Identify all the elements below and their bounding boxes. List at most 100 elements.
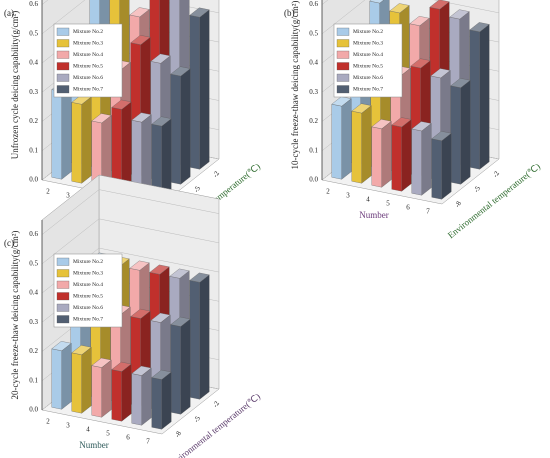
bar-front	[371, 126, 382, 188]
legend-label: Mixture No.2	[353, 29, 383, 35]
bar-top	[111, 99, 132, 110]
bar-top	[431, 131, 452, 141]
bar-side	[421, 123, 432, 196]
bar-top	[91, 357, 112, 368]
legend-swatch	[56, 39, 70, 48]
x-tick-label: 3	[66, 422, 70, 430]
legend-swatch	[56, 315, 70, 324]
legend-swatch	[336, 39, 350, 48]
bar-top	[151, 116, 172, 127]
bar	[469, 22, 490, 170]
bar	[71, 94, 92, 184]
z-tick-label: 0.1	[309, 146, 318, 154]
legend-swatch	[56, 303, 70, 312]
bar-side	[441, 132, 452, 200]
x-axis-label: Number	[79, 440, 109, 450]
bar-top	[91, 113, 112, 124]
z-tick-label: 0.0	[29, 406, 38, 414]
bar	[411, 121, 432, 196]
bar-top	[351, 103, 372, 114]
z-tick-label: 0.2	[309, 117, 318, 125]
panel-label: (b)	[284, 8, 295, 18]
y-tick-label: -2	[211, 399, 221, 408]
bar-side	[199, 274, 210, 400]
bar	[131, 112, 152, 196]
z-tick-label: 0.5	[29, 259, 38, 267]
bar-top	[169, 268, 190, 279]
bar	[151, 369, 172, 430]
y-tick-label: -8	[453, 199, 463, 208]
grid-line	[41, 189, 220, 235]
bar-top	[129, 7, 150, 18]
z-tick-label: 0.1	[29, 146, 38, 154]
bar-top	[410, 58, 431, 69]
legend-swatch	[336, 27, 350, 36]
x-tick-label: 2	[326, 188, 330, 196]
bar-top	[151, 369, 172, 380]
legend-swatch	[336, 73, 350, 82]
bar	[170, 316, 191, 415]
y-tick-label: -5	[472, 184, 482, 193]
x-tick-label: 5	[106, 430, 110, 438]
x-tick-label: 7	[146, 438, 150, 446]
bar-top	[389, 3, 410, 14]
z-tick-label: 0.4	[29, 289, 38, 297]
bar	[131, 365, 152, 426]
bar	[111, 361, 132, 422]
bar	[91, 113, 112, 188]
z-tick-label: 0.6	[29, 230, 38, 238]
bar	[351, 103, 372, 184]
bar-top	[469, 22, 490, 33]
bar-side	[401, 119, 412, 192]
bar-front	[71, 102, 82, 184]
y-tick-label: -5	[192, 414, 202, 423]
z-tick-label: 0.0	[29, 176, 38, 184]
bar	[170, 66, 191, 185]
legend-swatch	[56, 27, 70, 36]
x-tick-label: 7	[426, 208, 430, 216]
bar-side	[199, 9, 210, 170]
z-axis-label: 20-cycle freeze-thaw deicing capability(…	[10, 231, 20, 400]
z-tick-label: 0.6	[29, 0, 38, 8]
bar-top	[170, 66, 191, 77]
panel-label: (a)	[4, 8, 14, 18]
bar-top	[369, 0, 384, 4]
bar-top	[189, 7, 210, 18]
x-tick-label: 2	[46, 188, 50, 196]
legend-label: Mixture No.2	[73, 29, 103, 35]
legend-swatch	[56, 280, 70, 289]
bar-top	[411, 121, 432, 132]
bar-side	[460, 79, 471, 185]
bar-front	[151, 377, 162, 430]
x-tick-label: 2	[46, 418, 50, 426]
bar-top	[391, 117, 412, 128]
bar-front	[331, 103, 342, 180]
x-axis-label: Number	[359, 210, 389, 220]
legend-label: Mixture No.5	[353, 64, 383, 70]
x-tick-label: 5	[386, 200, 390, 208]
bar-front	[91, 365, 102, 418]
bar-top	[130, 35, 151, 45]
bar-front	[189, 15, 200, 170]
y-tick-label: -5	[192, 184, 202, 193]
bar-top	[371, 119, 392, 129]
bar-top	[131, 112, 152, 123]
z-tick-label: 0.1	[29, 376, 38, 384]
legend-label: Mixture No.4	[353, 52, 383, 58]
bar	[371, 119, 392, 188]
legend-swatch	[56, 85, 70, 94]
bar-front	[71, 352, 82, 414]
panel-label: (c)	[4, 238, 14, 248]
bar-side	[141, 367, 152, 426]
bar-top	[131, 365, 152, 376]
bar-top	[129, 260, 150, 271]
bar	[391, 117, 412, 192]
legend-label: Mixture No.2	[73, 259, 103, 265]
x-tick-label: 4	[86, 426, 90, 434]
bar	[91, 357, 112, 418]
z-tick-label: 0.3	[309, 88, 318, 96]
bar-top	[149, 264, 170, 275]
bar-front	[450, 85, 461, 185]
